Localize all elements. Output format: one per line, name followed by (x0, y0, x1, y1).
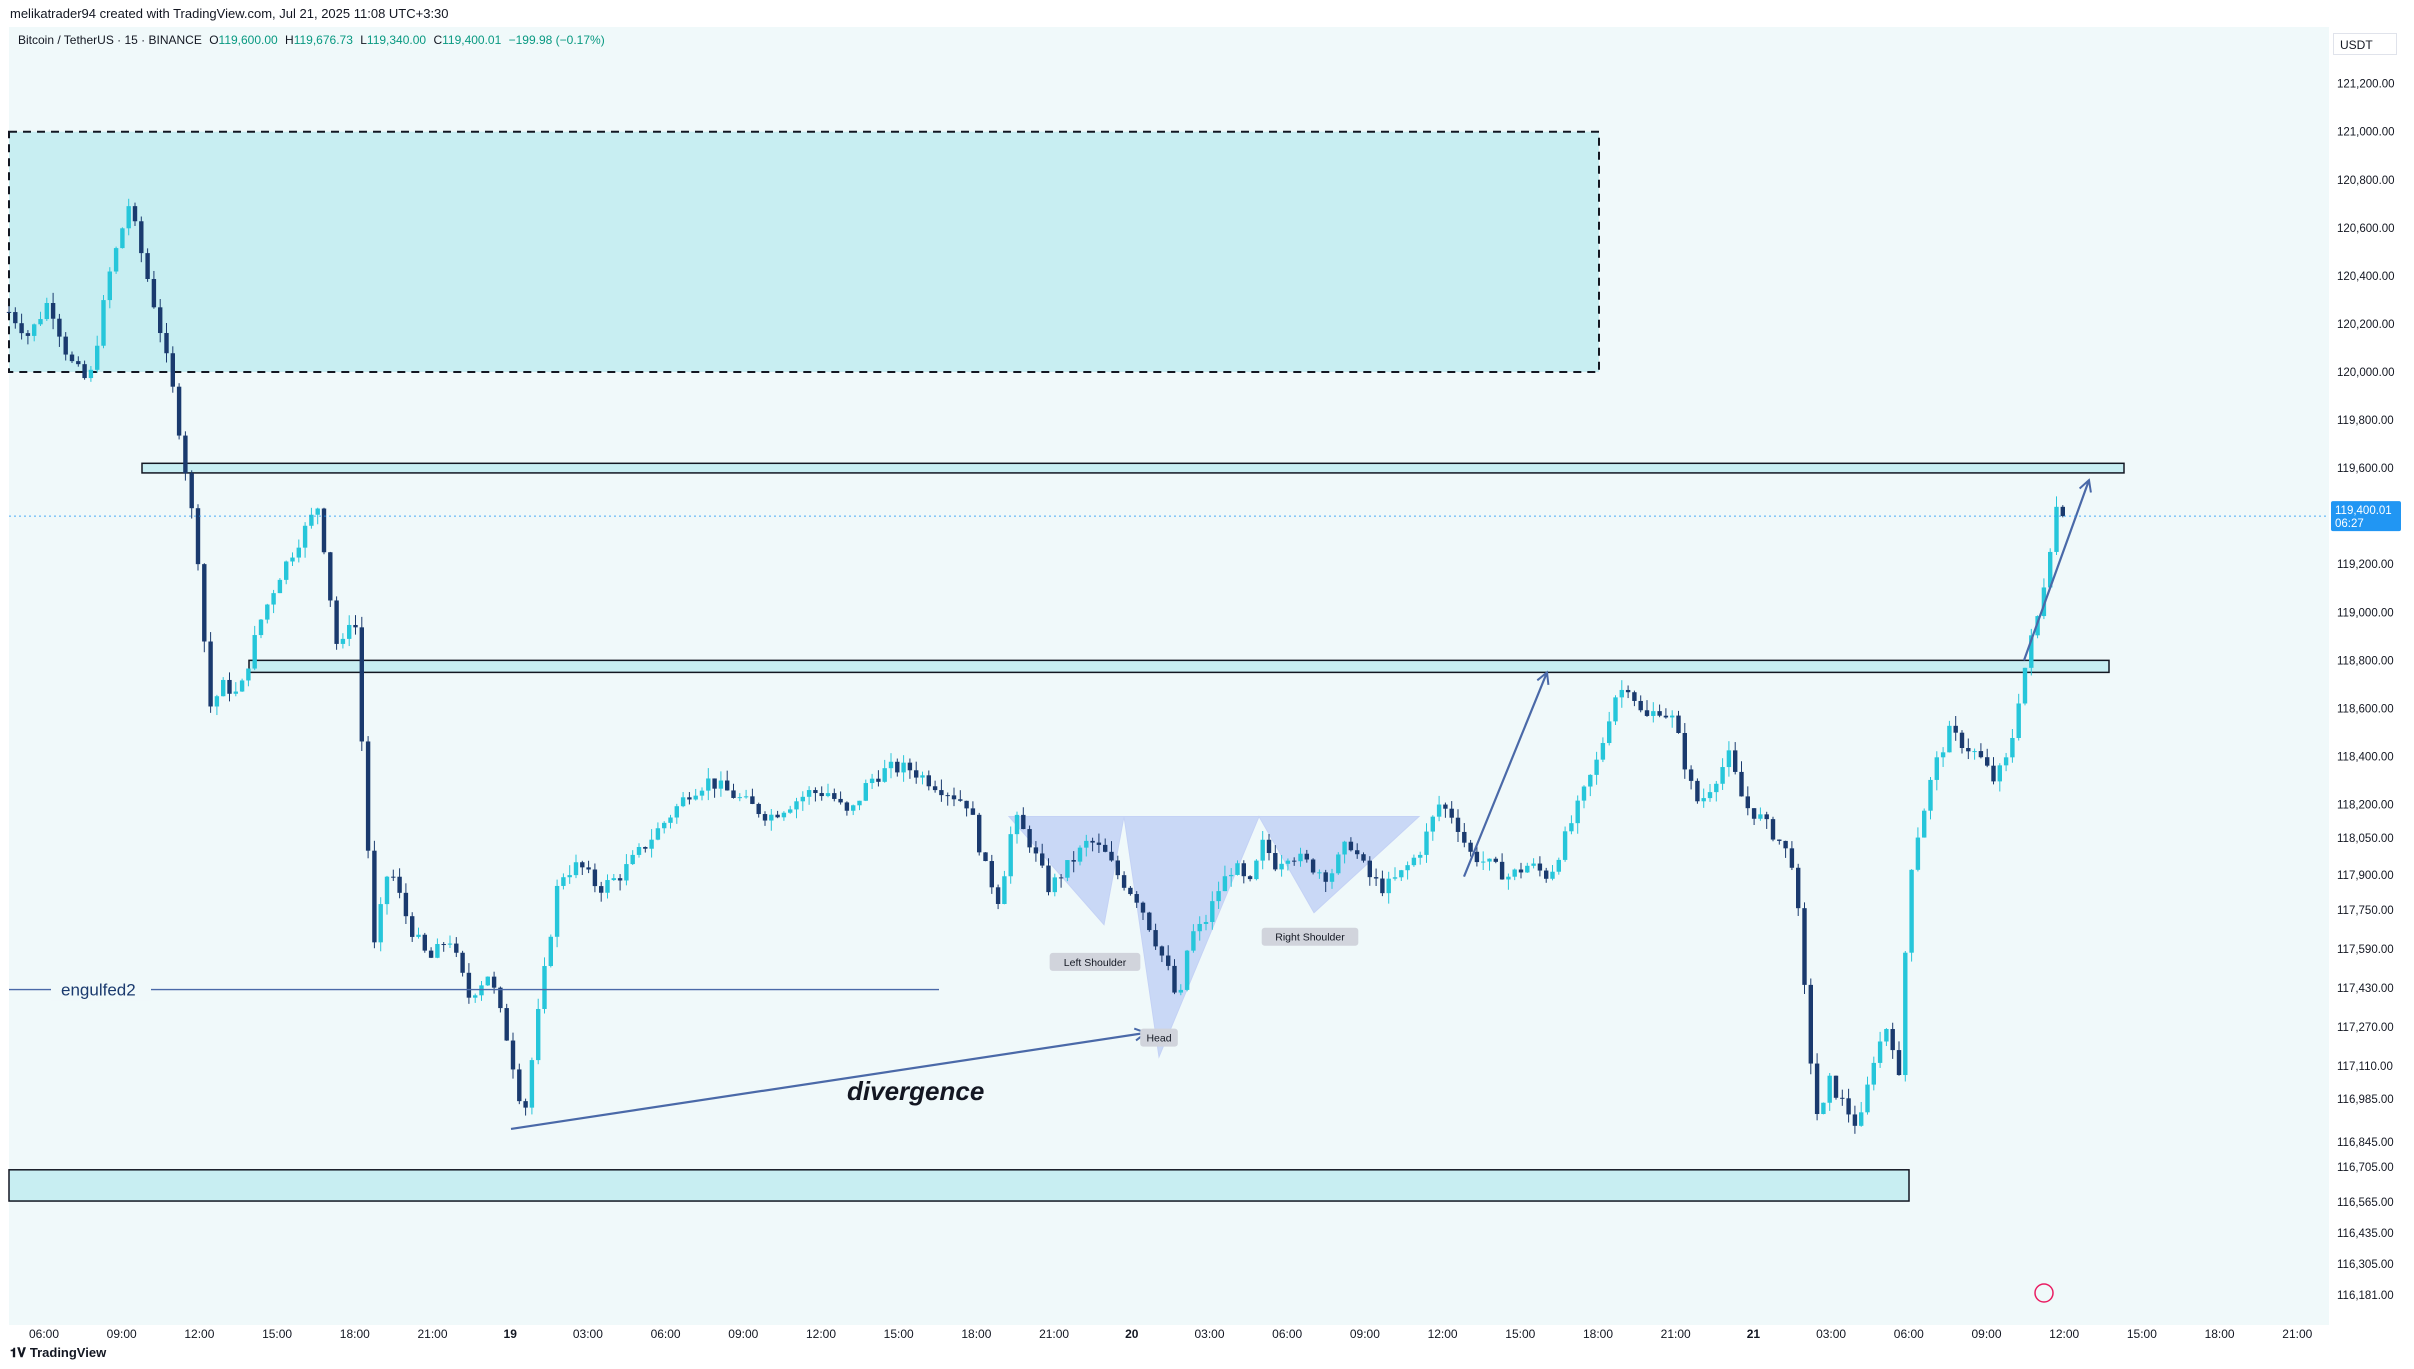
currency-button[interactable]: USDT (2333, 33, 2397, 55)
high-value: 119,676.73 (293, 33, 353, 47)
chart-credit: melikatrader94 created with TradingView.… (10, 6, 449, 21)
time-axis[interactable] (9, 1325, 2329, 1355)
brand-label: TradingView (29, 1345, 107, 1360)
open-label: O (209, 33, 219, 47)
low-value: 119,340.00 (366, 33, 427, 47)
close-label: C (433, 33, 443, 47)
high-label: H (285, 33, 294, 47)
low-label: L (360, 33, 367, 47)
symbol-label[interactable]: Bitcoin / TetherUS · 15 · BINANCE (18, 33, 202, 47)
ohlc-legend: Bitcoin / TetherUS · 15 · BINANCE O119,6… (18, 33, 605, 47)
tradingview-logo-icon: 𝟏𝐕 (10, 1345, 26, 1360)
price-axis[interactable] (2329, 27, 2414, 1325)
change-value: −199.98 (−0.17%) (508, 33, 605, 47)
open-value: 119,600.00 (218, 33, 278, 47)
tradingview-brand[interactable]: 𝟏𝐕 TradingView (10, 1345, 106, 1361)
chart-area[interactable] (9, 27, 2329, 1325)
close-value: 119,400.01 (442, 33, 502, 47)
